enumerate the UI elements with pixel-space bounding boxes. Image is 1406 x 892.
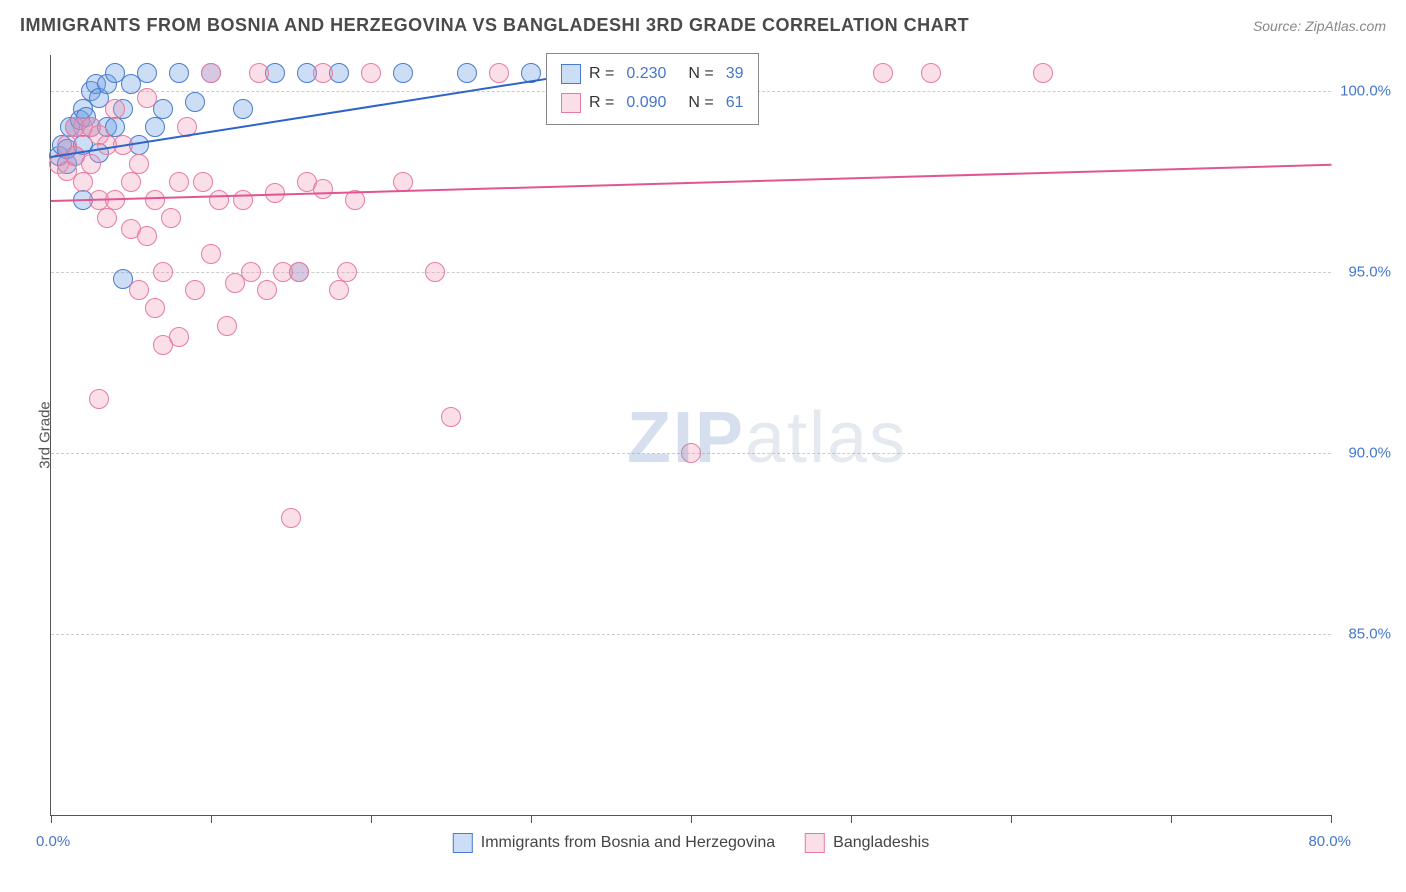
x-tick <box>1331 815 1332 823</box>
scatter-point-series-1 <box>361 63 381 83</box>
scatter-point-series-1 <box>289 262 309 282</box>
scatter-point-series-1 <box>209 190 229 210</box>
scatter-point-series-1 <box>425 262 445 282</box>
scatter-point-series-0 <box>137 63 157 83</box>
x-tick <box>371 815 372 823</box>
scatter-point-series-1 <box>137 226 157 246</box>
scatter-point-series-1 <box>161 208 181 228</box>
scatter-point-series-1 <box>241 262 261 282</box>
y-tick-label: 95.0% <box>1348 264 1391 281</box>
legend-swatch-bosnia <box>561 64 581 84</box>
scatter-point-series-1 <box>393 172 413 192</box>
scatter-point-series-1 <box>217 316 237 336</box>
x-tick <box>51 815 52 823</box>
scatter-point-series-1 <box>137 88 157 108</box>
scatter-point-series-1 <box>169 172 189 192</box>
y-axis-title: 3rd Grade <box>36 401 53 469</box>
scatter-point-series-1 <box>313 63 333 83</box>
x-tick <box>531 815 532 823</box>
chart-plot-area: 3rd Grade ZIPatlas 85.0%90.0%95.0%100.0%… <box>50 55 1331 816</box>
scatter-point-series-1 <box>129 154 149 174</box>
scatter-point-series-1 <box>185 280 205 300</box>
stats-legend-row-2: R = 0.090 N = 61 <box>561 89 744 118</box>
scatter-point-series-1 <box>97 208 117 228</box>
trend-line-series-1 <box>51 164 1331 202</box>
scatter-point-series-0 <box>233 99 253 119</box>
bottom-legend-item-2: Bangladeshis <box>805 833 929 853</box>
scatter-point-series-1 <box>921 63 941 83</box>
scatter-point-series-1 <box>153 262 173 282</box>
scatter-point-series-1 <box>89 389 109 409</box>
stats-legend: R = 0.230 N = 39 R = 0.090 N = 61 <box>546 53 759 125</box>
x-tick <box>851 815 852 823</box>
scatter-point-series-1 <box>145 298 165 318</box>
stats-legend-row-1: R = 0.230 N = 39 <box>561 60 744 89</box>
scatter-point-series-1 <box>193 172 213 192</box>
scatter-point-series-1 <box>201 244 221 264</box>
scatter-point-series-1 <box>681 443 701 463</box>
y-tick-label: 85.0% <box>1348 626 1391 643</box>
x-tick <box>691 815 692 823</box>
chart-header: IMMIGRANTS FROM BOSNIA AND HERZEGOVINA V… <box>20 15 1386 36</box>
chart-source: Source: ZipAtlas.com <box>1253 18 1386 34</box>
scatter-point-series-1 <box>145 190 165 210</box>
bottom-swatch-bangladeshi <box>805 833 825 853</box>
bottom-legend: Immigrants from Bosnia and Herzegovina B… <box>453 833 929 853</box>
watermark: ZIPatlas <box>627 397 907 479</box>
scatter-point-series-1 <box>257 280 277 300</box>
x-tick <box>1171 815 1172 823</box>
scatter-point-series-1 <box>281 508 301 528</box>
x-tick <box>1011 815 1012 823</box>
scatter-point-series-0 <box>169 63 189 83</box>
chart-title: IMMIGRANTS FROM BOSNIA AND HERZEGOVINA V… <box>20 15 969 36</box>
scatter-point-series-1 <box>129 280 149 300</box>
x-axis-max-label: 80.0% <box>1308 833 1351 850</box>
scatter-point-series-1 <box>233 190 253 210</box>
legend-swatch-bangladeshi <box>561 93 581 113</box>
scatter-point-series-0 <box>185 92 205 112</box>
scatter-point-series-1 <box>873 63 893 83</box>
scatter-point-series-1 <box>329 280 349 300</box>
scatter-point-series-1 <box>105 99 125 119</box>
scatter-point-series-1 <box>73 172 93 192</box>
scatter-point-series-1 <box>201 63 221 83</box>
scatter-point-series-0 <box>393 63 413 83</box>
scatter-point-series-0 <box>145 117 165 137</box>
bottom-legend-item-1: Immigrants from Bosnia and Herzegovina <box>453 833 775 853</box>
scatter-point-series-1 <box>337 262 357 282</box>
scatter-point-series-1 <box>1033 63 1053 83</box>
x-axis-min-label: 0.0% <box>36 833 70 850</box>
scatter-point-series-1 <box>81 154 101 174</box>
bottom-swatch-bosnia <box>453 833 473 853</box>
y-tick-label: 100.0% <box>1340 83 1391 100</box>
scatter-point-series-1 <box>489 63 509 83</box>
scatter-point-series-1 <box>121 172 141 192</box>
scatter-point-series-1 <box>169 327 189 347</box>
scatter-point-series-0 <box>457 63 477 83</box>
gridline-h <box>51 634 1331 635</box>
scatter-point-series-1 <box>441 407 461 427</box>
x-tick <box>211 815 212 823</box>
y-tick-label: 90.0% <box>1348 445 1391 462</box>
scatter-point-series-1 <box>249 63 269 83</box>
scatter-point-series-1 <box>313 179 333 199</box>
